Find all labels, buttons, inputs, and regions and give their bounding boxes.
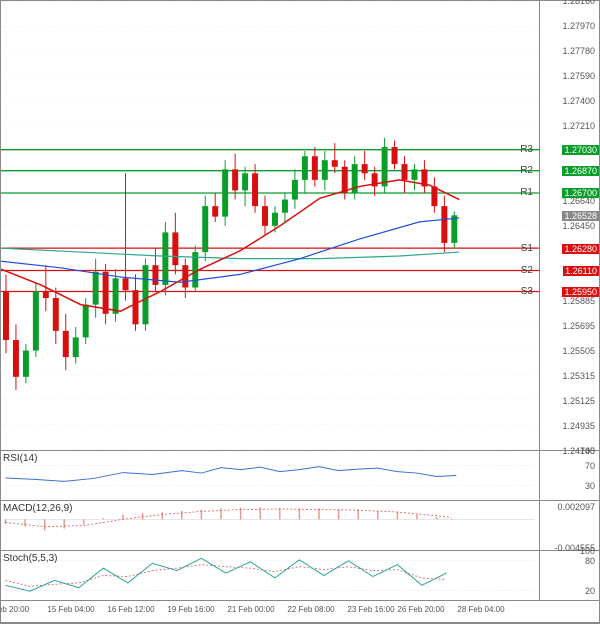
- level-label-s3: S3: [521, 286, 533, 297]
- stoch-ytick: 100: [580, 546, 595, 556]
- level-price-r3: 1.27030: [562, 145, 599, 155]
- time-tick: Feb 20:00: [0, 605, 29, 614]
- level-label-s1: S1: [521, 243, 533, 254]
- price-ytick: 1.25885: [562, 296, 595, 306]
- stoch-ytick: 20: [585, 586, 595, 596]
- macd-plot-area[interactable]: [1, 501, 539, 550]
- level-price-s2: 1.26110: [563, 266, 599, 276]
- price-ytick: 1.27210: [562, 121, 595, 131]
- time-axis: Feb 20:00 15 Feb 04:00 16 Feb 12:00 19 Feb …: [1, 601, 599, 623]
- price-ytick: 1.25315: [562, 371, 595, 381]
- price-ytick: 1.26450: [562, 221, 595, 231]
- time-tick: 19 Feb 16:00: [167, 605, 214, 614]
- price-ytick: 1.27970: [562, 21, 595, 31]
- price-plot-area[interactable]: R3 R2 R1 S1 S2 S3: [1, 1, 539, 450]
- time-tick: 28 Feb 04:00: [457, 605, 504, 614]
- stoch-label: Stoch(5,5,3): [3, 553, 57, 564]
- price-ytick: 1.25695: [562, 321, 595, 331]
- last-price-tag: 1.26528: [562, 211, 599, 221]
- price-ytick: 1.27590: [562, 71, 595, 81]
- macd-ytick: 0.002097: [557, 502, 595, 512]
- macd-panel[interactable]: MACD(12,26,9) -0.0045550.002097: [1, 501, 599, 551]
- price-yaxis: 1.28160 1.27970 1.27780 1.27590 1.27400 1.272…: [539, 1, 599, 450]
- price-ytick: 1.27400: [562, 96, 595, 106]
- price-ytick: 1.28160: [562, 0, 595, 6]
- rsi-label: RSI(14): [3, 453, 37, 464]
- level-label-r1: R1: [520, 187, 533, 198]
- time-tick: 23 Feb 16:00: [347, 605, 394, 614]
- level-price-r2: 1.26870: [562, 166, 599, 176]
- stoch-plot-area[interactable]: [1, 551, 539, 600]
- price-ytick: 1.25125: [562, 396, 595, 406]
- level-price-r1: 1.26700: [562, 188, 599, 198]
- stoch-yaxis: 2080100: [539, 551, 599, 600]
- time-tick: 16 Feb 12:00: [107, 605, 154, 614]
- time-tick: 21 Feb 00:00: [227, 605, 274, 614]
- level-price-s1: 1.26280: [562, 244, 599, 254]
- level-label-s2: S2: [521, 265, 533, 276]
- time-tick: 15 Feb 04:00: [47, 605, 94, 614]
- time-tick: 22 Feb 08:00: [287, 605, 334, 614]
- level-label-r2: R2: [520, 165, 533, 176]
- rsi-ytick: 100: [580, 446, 595, 456]
- price-ytick: 1.25505: [562, 346, 595, 356]
- stoch-panel[interactable]: Stoch(5,5,3) 2080100: [1, 551, 599, 601]
- rsi-panel[interactable]: RSI(14) 3070100: [1, 451, 599, 501]
- time-tick: 26 Feb 20:00: [397, 605, 444, 614]
- level-label-r3: R3: [520, 144, 533, 155]
- price-ytick: 1.24935: [562, 421, 595, 431]
- macd-yaxis: -0.0045550.002097: [539, 501, 599, 550]
- rsi-ytick: 30: [585, 481, 595, 491]
- rsi-yaxis: 3070100: [539, 451, 599, 500]
- macd-label: MACD(12,26,9): [3, 503, 72, 514]
- price-panel[interactable]: R3 R2 R1 S1 S2 S3 1.28160 1.27970 1.27780 1.2759…: [1, 1, 599, 451]
- stoch-ytick: 80: [585, 556, 595, 566]
- trading-chart: R3 R2 R1 S1 S2 S3 1.28160 1.27970 1.27780 1.2759…: [0, 0, 600, 624]
- rsi-plot-area[interactable]: [1, 451, 539, 500]
- level-price-s3: 1.25950: [562, 287, 599, 297]
- rsi-ytick: 70: [585, 461, 595, 471]
- price-ytick: 1.27780: [562, 46, 595, 56]
